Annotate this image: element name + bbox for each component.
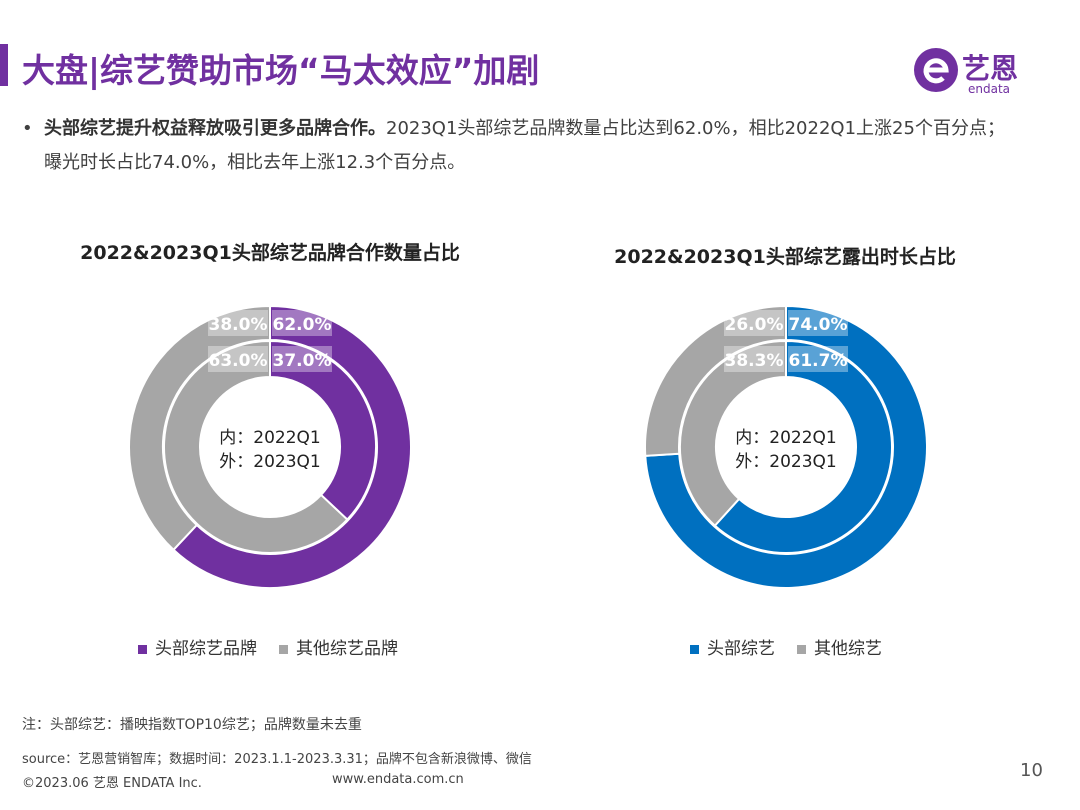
chart1-inner-label-1: 63.0% bbox=[209, 351, 268, 371]
summary-bullet: • 头部综艺提升权益释放吸引更多品牌合作。2023Q1头部综艺品牌数量占比达到6… bbox=[22, 118, 1005, 173]
title-accent-bar bbox=[0, 44, 8, 86]
summary-text: 2023Q1头部综艺品牌数量占比达到62.0%，相比2022Q1上涨25个百分点… bbox=[44, 118, 1005, 173]
legend-label: 头部综艺品牌 bbox=[155, 639, 257, 659]
chart2-legend: 头部综艺 其他综艺 bbox=[690, 634, 882, 659]
data-label-bg bbox=[272, 346, 332, 372]
chart1-center-label: 内：2022Q1 bbox=[219, 428, 320, 448]
data-label-bg bbox=[208, 310, 268, 336]
legend-swatch bbox=[279, 644, 288, 654]
legend-label: 其他综艺 bbox=[814, 639, 882, 659]
chart2-inner-label-0: 61.7% bbox=[789, 351, 848, 371]
page-number: 10 bbox=[1020, 760, 1043, 781]
chart1-inner-label-0: 37.0% bbox=[273, 351, 332, 371]
legend-label: 其他综艺品牌 bbox=[296, 639, 398, 659]
chart2-center-label: 外：2023Q1 bbox=[735, 452, 836, 472]
chart1-center-label: 外：2023Q1 bbox=[219, 452, 320, 472]
chart1-outer-label-1: 38.0% bbox=[209, 315, 268, 335]
svg-text:endata: endata bbox=[968, 82, 1010, 96]
legend-item: 其他综艺品牌 bbox=[279, 634, 398, 659]
chart1-title: 2022&2023Q1头部综艺品牌合作数量占比 bbox=[80, 242, 460, 264]
legend-item: 头部综艺 bbox=[690, 634, 775, 659]
endata-logo: 艺恩 endata bbox=[912, 44, 1042, 96]
chart2-outer-label-1: 26.0% bbox=[725, 315, 784, 335]
page-title: 大盘|综艺赞助市场“马太效应”加剧 bbox=[22, 51, 540, 90]
chart2-title: 2022&2023Q1头部综艺露出时长占比 bbox=[614, 246, 956, 268]
footnote: 注：头部综艺：播映指数TOP10综艺；品牌数量未去重 bbox=[22, 717, 362, 733]
website-link[interactable]: www.endata.com.cn bbox=[332, 772, 464, 787]
legend-label: 头部综艺 bbox=[707, 639, 775, 659]
logo-icon: 艺恩 endata bbox=[914, 48, 1018, 96]
chart1-legend: 头部综艺品牌 其他综艺品牌 bbox=[138, 634, 398, 659]
svg-text:艺恩: 艺恩 bbox=[962, 52, 1018, 85]
chart1-outer-label-0: 62.0% bbox=[273, 315, 332, 335]
data-label-bg bbox=[788, 346, 848, 372]
data-label-bg bbox=[208, 346, 268, 372]
chart2-center-label: 内：2022Q1 bbox=[735, 428, 836, 448]
legend-item: 其他综艺 bbox=[797, 634, 882, 659]
data-label-bg bbox=[272, 310, 332, 336]
legend-swatch bbox=[138, 644, 147, 654]
chart2-inner-slice-0 bbox=[713, 339, 893, 554]
chart2-outer-label-0: 74.0% bbox=[789, 315, 848, 335]
legend-swatch bbox=[797, 644, 806, 654]
source-note: source：艺恩营销智库；数据时间：2023.1.1-2023.3.31；品牌… bbox=[22, 752, 532, 767]
legend-item: 头部综艺品牌 bbox=[138, 634, 257, 659]
legend-swatch bbox=[690, 644, 699, 654]
chart2-inner-label-1: 38.3% bbox=[725, 351, 784, 371]
chart2-inner-slice-1 bbox=[679, 339, 787, 528]
data-label-bg bbox=[724, 346, 784, 372]
data-label-bg bbox=[724, 310, 784, 336]
copyright: ©2023.06 艺恩 ENDATA Inc. bbox=[22, 776, 202, 791]
chart1-inner-slice-1 bbox=[163, 339, 349, 554]
data-label-bg bbox=[788, 310, 848, 336]
chart1-inner-slice-0 bbox=[269, 339, 377, 521]
summary-bold: 头部综艺提升权益释放吸引更多品牌合作。 bbox=[44, 118, 386, 139]
